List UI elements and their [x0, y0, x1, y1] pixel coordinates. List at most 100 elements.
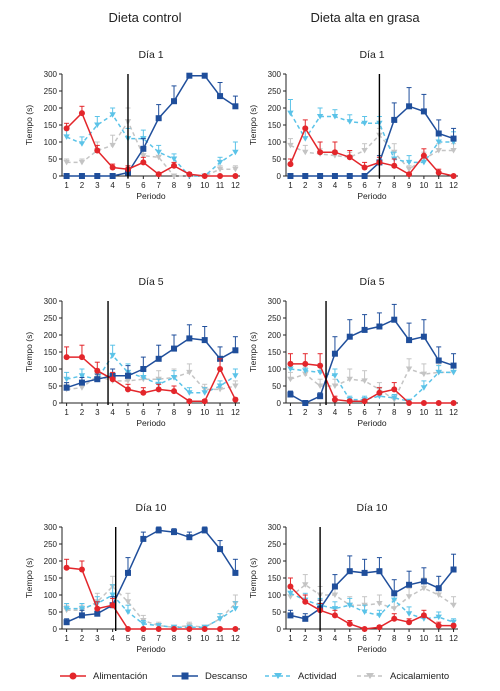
data-point [94, 376, 101, 383]
y-tick-label: 300 [44, 70, 58, 79]
data-point [171, 345, 178, 352]
x-tick-label: 2 [80, 634, 85, 643]
data-point [232, 166, 239, 173]
data-point [331, 149, 338, 156]
data-point [302, 615, 309, 622]
data-point [140, 375, 147, 381]
data-point [316, 383, 324, 389]
x-axis-label: Periodo [357, 191, 387, 201]
data-point [78, 373, 86, 379]
data-point [420, 578, 427, 585]
data-point [346, 398, 353, 405]
data-point [346, 602, 353, 609]
x-tick-label: 5 [126, 634, 131, 643]
x-tick-label: 7 [156, 634, 161, 643]
y-tick-label: 100 [44, 365, 58, 374]
data-point [94, 147, 101, 154]
data-point [435, 357, 442, 364]
data-point [171, 626, 178, 632]
data-point [435, 400, 442, 406]
x-tick-label: 4 [110, 408, 115, 417]
y-tick-label: 150 [268, 121, 282, 130]
x-tick-label: 3 [318, 408, 323, 417]
data-point [170, 375, 178, 381]
data-point [450, 369, 457, 376]
data-point [450, 622, 457, 629]
y-tick-label: 50 [272, 155, 281, 164]
data-point [63, 125, 70, 132]
chart-title: Día 5 [359, 276, 384, 288]
data-point [450, 566, 457, 573]
x-tick-label: 1 [288, 634, 293, 643]
data-point [420, 585, 428, 592]
data-point [361, 609, 368, 615]
x-tick-label: 11 [216, 181, 225, 190]
data-point [361, 569, 368, 576]
series-alimentacion [287, 353, 457, 406]
legend-item-actividad: Actividad [263, 670, 337, 682]
y-tick-label: 150 [268, 348, 282, 357]
data-point [217, 546, 224, 553]
data-point [63, 159, 70, 166]
y-tick-label: 150 [268, 574, 282, 583]
chart-title: Día 5 [138, 276, 163, 288]
data-point [63, 384, 70, 391]
data-point [94, 605, 101, 612]
data-point [391, 597, 398, 604]
x-tick-label: 12 [231, 181, 240, 190]
data-point [317, 393, 324, 400]
data-point [435, 585, 442, 592]
data-point [331, 114, 339, 120]
data-point [361, 626, 368, 632]
data-point [287, 583, 294, 590]
x-tick-label: 5 [126, 181, 131, 190]
series-line [66, 74, 236, 177]
y-tick-label: 250 [44, 540, 58, 549]
data-point [361, 164, 368, 171]
x-tick-label: 9 [407, 408, 412, 417]
data-point [346, 173, 353, 179]
x-tick-label: 7 [377, 634, 382, 643]
series-line [290, 363, 454, 404]
data-point [94, 122, 101, 128]
data-point [450, 173, 457, 179]
data-point [331, 173, 338, 179]
data-point [302, 400, 309, 406]
data-point [391, 316, 398, 323]
x-tick-label: 11 [216, 408, 225, 417]
series-alimentacion [287, 577, 457, 632]
data-point [232, 383, 239, 389]
series-line [289, 126, 454, 177]
x-axis-label: Periodo [136, 418, 166, 428]
data-point [232, 173, 239, 179]
data-point [140, 145, 147, 152]
y-tick-label: 50 [48, 155, 57, 164]
data-point [287, 366, 294, 372]
x-tick-label: 4 [333, 408, 338, 417]
data-point [287, 173, 294, 179]
data-point [124, 569, 131, 576]
data-point [124, 609, 132, 615]
data-point [78, 354, 85, 361]
data-point [435, 130, 442, 137]
data-point [376, 389, 383, 396]
data-point [140, 389, 147, 396]
series-actividad [287, 361, 457, 405]
series-descanso [63, 526, 239, 626]
data-point [171, 388, 178, 395]
y-tick-label: 100 [268, 138, 282, 147]
data-point [140, 366, 147, 372]
x-tick-label: 9 [187, 181, 192, 190]
legend-label: Acicalamiento [390, 670, 450, 682]
data-point [361, 148, 368, 154]
data-point [232, 347, 239, 354]
data-point [78, 385, 86, 391]
series-alimentacion [63, 344, 239, 405]
data-point [140, 159, 147, 166]
data-point [232, 149, 239, 156]
data-point [109, 164, 116, 171]
y-tick-label: 300 [268, 297, 282, 306]
